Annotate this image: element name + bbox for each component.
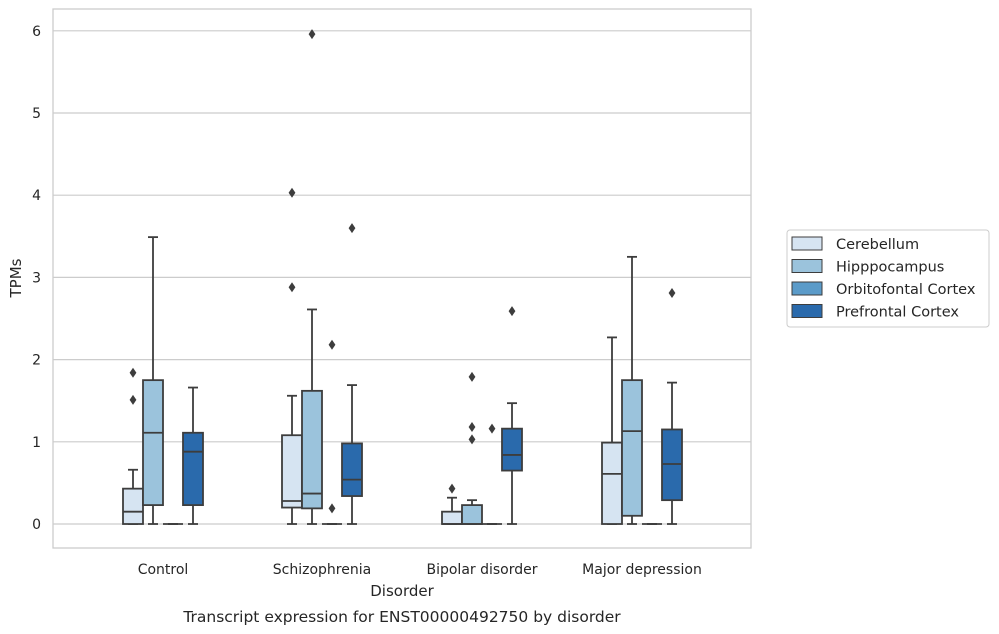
flier-point-0 [488, 423, 496, 434]
box-rect [621, 379, 643, 517]
box-0-3 [601, 336, 623, 525]
x-tick-labels: Control Schizophrenia Bipolar disorder Majo… [138, 562, 702, 578]
box-rect [182, 431, 204, 506]
x-tick-label-1: Schizophrenia [273, 562, 371, 578]
x-axis-label: Disorder [370, 582, 434, 600]
x-tick-label-0: Control [138, 562, 189, 578]
legend-label-2: Orbitofontal Cortex [836, 282, 976, 298]
y-tick-label-4: 4 [32, 188, 41, 204]
chart-caption: Transcript expression for ENST0000049275… [182, 608, 621, 626]
y-tick-labels: 0 1 2 3 4 5 6 [32, 24, 41, 533]
y-tick-label-6: 6 [32, 24, 41, 40]
flier-point-0 [328, 503, 336, 514]
box-rect [142, 379, 164, 506]
box-1-2 [461, 371, 483, 525]
y-tick-label-1: 1 [32, 435, 41, 451]
legend-swatch-0 [791, 236, 823, 251]
box-2-1 [322, 339, 342, 525]
box-2-2 [482, 423, 502, 525]
legend-swatch-3 [791, 304, 823, 318]
y-axis-label: TPMs [7, 258, 25, 298]
legend-label-1: Hipppocampus [836, 260, 944, 276]
grid-lines [53, 30, 751, 525]
box-1-1 [301, 29, 323, 525]
box-0-1 [281, 187, 303, 525]
x-tick-label-3: Major depression [582, 562, 702, 578]
box-0-0 [122, 367, 144, 525]
flier-point-0 [448, 483, 456, 494]
flier-point-1 [288, 187, 296, 198]
flier-point-0 [348, 223, 356, 234]
box-rect [281, 434, 303, 509]
box-rect [601, 441, 623, 525]
flier-point-0 [468, 434, 476, 445]
legend-swatch-1 [791, 259, 823, 273]
flier-point-0 [288, 282, 296, 293]
box-rect [341, 442, 363, 497]
y-tick-label-2: 2 [32, 353, 41, 369]
boxes-layer [122, 29, 683, 525]
flier-point-0 [308, 29, 316, 40]
box-rect [501, 427, 523, 472]
flier-point-1 [468, 422, 476, 433]
box-1-0 [142, 236, 164, 525]
flier-point-1 [129, 367, 137, 378]
box-3-1 [341, 223, 363, 525]
x-tick-label-2: Bipolar disorder [426, 562, 537, 578]
y-tick-label-5: 5 [32, 106, 41, 122]
box-0-2 [441, 483, 463, 525]
flier-point-2 [468, 371, 476, 382]
box-1-3 [621, 255, 643, 525]
box-rect [301, 389, 323, 510]
legend-frame [786, 229, 990, 328]
legend: Cerebellum Hipppocampus Orbitofontal Corte… [786, 229, 990, 328]
plot-frame [52, 8, 752, 549]
y-tick-label-0: 0 [32, 517, 41, 533]
legend-label-3: Prefrontal Cortex [836, 305, 959, 321]
flier-point-0 [668, 288, 676, 299]
y-tick-label-3: 3 [32, 270, 41, 286]
box-3-3 [661, 288, 683, 525]
legend-swatch-2 [791, 281, 823, 296]
flier-point-0 [129, 394, 137, 405]
box-3-2 [501, 306, 523, 525]
flier-point-1 [328, 339, 336, 350]
box-rect [122, 487, 144, 525]
legend-label-0: Cerebellum [836, 237, 919, 253]
box-3-0 [182, 386, 204, 525]
flier-point-0 [508, 306, 516, 317]
box-rect [441, 510, 463, 525]
box-rect [461, 504, 483, 525]
